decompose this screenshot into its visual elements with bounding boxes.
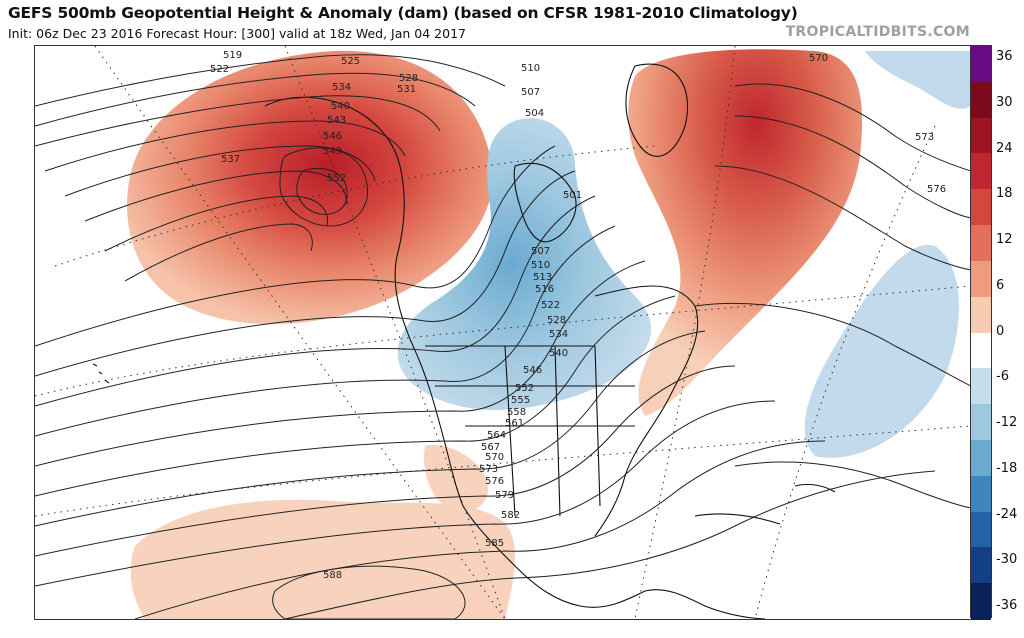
colorbar-label: 30	[996, 94, 1013, 110]
contour-label: 540	[331, 101, 350, 112]
contour-label: 531	[397, 84, 416, 95]
contour-label: 528	[547, 315, 566, 326]
colorbar-label: 36	[996, 49, 1013, 64]
contour-label: 510	[521, 63, 540, 74]
contour-label: 501	[563, 190, 582, 201]
contour-label: 570	[485, 452, 504, 463]
contour-label: 507	[521, 87, 540, 98]
colorbar-segment	[971, 404, 991, 441]
contour-label: 570	[809, 53, 828, 64]
colorbar-label: -18	[996, 460, 1018, 476]
contour-label: 546	[523, 365, 542, 376]
contour-label: 576	[485, 476, 504, 487]
brand-watermark[interactable]: TROPICALTIDBITS.COM	[785, 24, 970, 40]
contour-label: 588	[323, 570, 342, 581]
map-canvas: 519 522 525 528 531 534 537 540 543 546 …	[35, 46, 971, 619]
contour-labels: 519 522 525 528 531 534 537 540 543 546 …	[210, 50, 946, 581]
colorbar-segment	[971, 189, 991, 226]
colorbar-segment	[971, 296, 991, 333]
contour-label: 525	[341, 56, 360, 67]
colorbar-label: -12	[996, 415, 1018, 430]
colorbar-segment	[971, 475, 991, 513]
colorbar-segment	[971, 260, 991, 298]
map-subtitle: Init: 06z Dec 23 2016 Forecast Hour: [30…	[8, 26, 466, 41]
colorbar-segment	[971, 81, 991, 119]
contour-label: 585	[485, 538, 504, 549]
contour-label: 573	[479, 464, 498, 475]
contour-label: 504	[525, 108, 544, 119]
contour-label: 534	[332, 82, 351, 93]
contour-label: 579	[495, 490, 514, 501]
colorbar-segment	[971, 46, 991, 83]
contour-label: 582	[501, 510, 520, 521]
colorbar-label: 6	[996, 277, 1005, 293]
contour-label: 558	[507, 407, 526, 418]
colorbar-segment	[971, 332, 991, 369]
contour-label: 513	[533, 272, 552, 283]
colorbar-segment	[971, 117, 991, 154]
contour-label: 561	[505, 418, 524, 429]
colorbar-label: -24	[996, 506, 1018, 522]
contour-label: 537	[221, 154, 240, 165]
map-panel: 519 522 525 528 531 534 537 540 543 546 …	[34, 45, 972, 620]
colorbar-label: 12	[996, 232, 1013, 247]
anomaly-colorbar	[970, 45, 992, 620]
colorbar-segment	[971, 439, 991, 477]
contour-label: 534	[549, 329, 568, 340]
contour-label: 549	[323, 146, 342, 157]
colorbar-label: -36	[996, 598, 1018, 613]
contour-label: 567	[481, 442, 500, 453]
contour-label: 540	[549, 348, 568, 359]
contour-label: 573	[915, 132, 934, 143]
colorbar-segment	[971, 153, 991, 190]
contour-label: 507	[531, 246, 550, 257]
anomaly-shading	[127, 49, 971, 619]
coastlines	[92, 63, 836, 619]
graticule	[35, 46, 971, 619]
height-contours	[35, 54, 971, 619]
contour-label: 552	[327, 173, 346, 184]
contour-label: 510	[531, 260, 550, 271]
contour-label: 522	[210, 64, 229, 75]
contour-label: 555	[511, 395, 530, 406]
contour-label: 564	[487, 430, 506, 441]
contour-label: 528	[399, 73, 418, 84]
colorbar-label: -30	[996, 552, 1018, 568]
colorbar-label: 24	[996, 140, 1013, 156]
contour-label: 516	[535, 284, 554, 295]
colorbar-segment	[971, 368, 991, 405]
colorbar-segment	[971, 583, 991, 620]
colorbar-segment	[971, 511, 991, 548]
colorbar-label: 0	[996, 323, 1005, 339]
contour-label: 546	[323, 131, 342, 142]
contour-label: 576	[927, 184, 946, 195]
contour-label: 522	[541, 300, 560, 311]
contour-label: 519	[223, 50, 242, 61]
map-title: GEFS 500mb Geopotential Height & Anomaly…	[8, 4, 798, 22]
colorbar-label: -6	[996, 369, 1009, 385]
contour-label: 552	[515, 383, 534, 394]
colorbar-segment	[971, 547, 991, 584]
contour-label: 543	[327, 115, 346, 126]
colorbar-label: 18	[996, 186, 1013, 202]
colorbar-segment	[971, 225, 991, 262]
